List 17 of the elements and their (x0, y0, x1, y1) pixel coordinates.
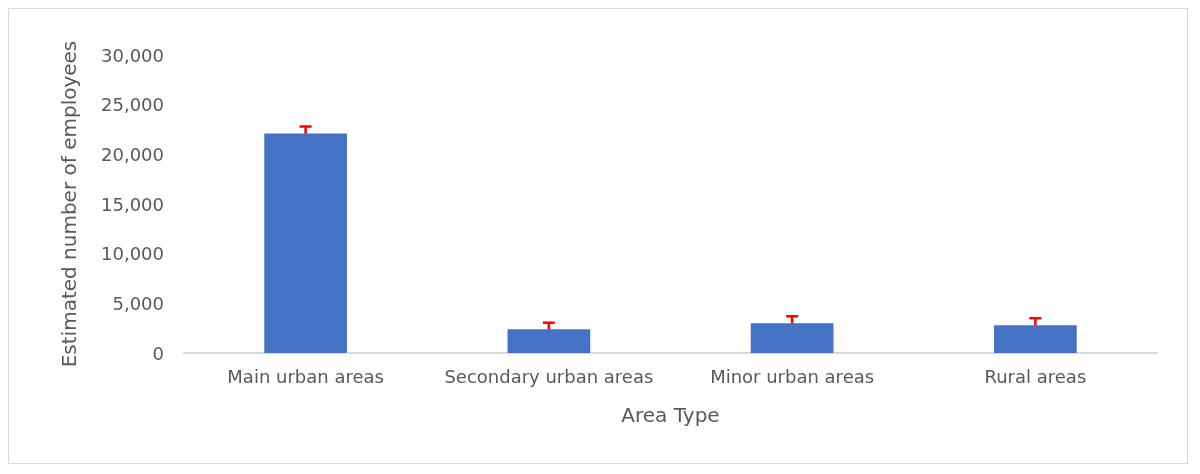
x-tick-label: Secondary urban areas (444, 365, 654, 387)
bar (507, 329, 591, 353)
y-tick-label: 10,000 (101, 243, 164, 265)
y-tick-label: 0 (152, 342, 164, 364)
bar (750, 323, 834, 353)
y-tick-label: 30,000 (101, 44, 164, 66)
x-tick-label: Rural areas (984, 365, 1087, 387)
y-axis-title: Estimated number of employees (57, 40, 81, 368)
y-tick-label: 15,000 (101, 193, 164, 215)
y-tick-label: 5,000 (112, 292, 164, 314)
x-axis-title: Area Type (621, 403, 720, 427)
y-tick-label: 20,000 (101, 143, 164, 165)
bar (994, 325, 1077, 353)
x-tick-label: Minor urban areas (710, 365, 875, 387)
x-tick-label: Main urban areas (227, 365, 384, 387)
bar (264, 133, 347, 353)
y-tick-label: 25,000 (101, 94, 164, 116)
